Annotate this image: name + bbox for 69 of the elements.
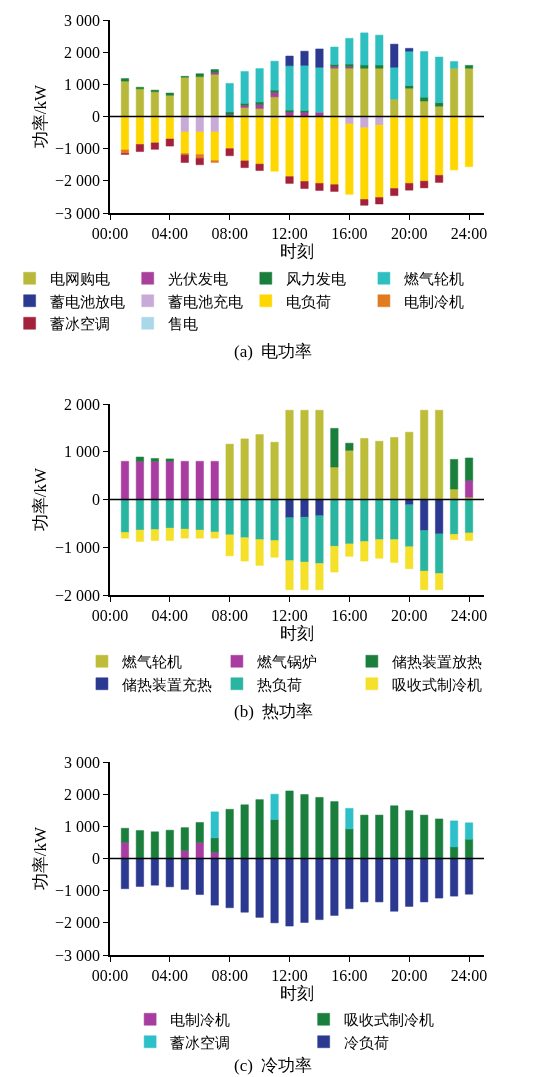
x-tick-label: 04:00 — [151, 606, 189, 624]
x-tick-label: 12:00 — [271, 606, 308, 624]
y-axis-title: 功率/kW — [31, 825, 51, 891]
text: (c) 冷功率 — [234, 1056, 313, 1075]
x-tick-label: 00:00 — [91, 966, 129, 984]
legend-label: 吸收式制冷机 — [343, 1012, 434, 1029]
legend-label: 电网购电 — [49, 271, 110, 288]
text: (a) 电功率 — [234, 342, 313, 361]
x-tick-label: 08:00 — [211, 606, 248, 624]
y-tick-label: −2 000 — [55, 172, 101, 190]
legend-label: 吸收式制冷机 — [391, 676, 482, 693]
x-tick-label: 00:00 — [91, 606, 129, 624]
y-tick-label: −3 000 — [55, 204, 101, 222]
y-tick-label: 2 000 — [64, 785, 101, 803]
x-tick-label: 20:00 — [390, 606, 428, 624]
y-tick-label: 1 000 — [64, 817, 101, 835]
y-tick-label: 0 — [92, 491, 101, 509]
legend-label: 蓄冰空调 — [170, 1034, 231, 1051]
legend-label: 燃气锅炉 — [256, 654, 317, 671]
x-axis-title: 时刻 — [280, 983, 314, 1003]
x-tick-label: 00:00 — [91, 224, 129, 242]
x-tick-label: 16:00 — [331, 224, 368, 242]
y-tick-label: −1 000 — [55, 140, 101, 158]
y-tick-label: 1 000 — [64, 443, 101, 461]
legend-label: 蓄电池充电 — [167, 293, 243, 310]
x-tick-label: 12:00 — [271, 224, 308, 242]
legend-label: 风力发电 — [285, 271, 346, 288]
legend-label: 冷负荷 — [343, 1034, 389, 1051]
text: (b) 热功率 — [234, 702, 314, 721]
y-tick-label: 2 000 — [64, 43, 101, 61]
y-tick-label: −2 000 — [55, 586, 101, 604]
x-tick-label: 16:00 — [331, 606, 368, 624]
x-tick-label: 04:00 — [151, 966, 189, 984]
y-tick-label: −3 000 — [55, 946, 101, 964]
x-tick-label: 08:00 — [211, 224, 248, 242]
y-tick-label: −2 000 — [55, 914, 101, 932]
legend-label: 蓄冰空调 — [49, 316, 110, 333]
y-tick-label: 1 000 — [64, 75, 101, 93]
x-tick-label: 24:00 — [450, 606, 488, 624]
legend-label: 燃气轮机 — [121, 654, 182, 671]
legend-label: 售电 — [167, 316, 198, 333]
y-tick-label: 2 000 — [64, 395, 101, 413]
legend-label: 电制冷机 — [170, 1012, 231, 1029]
y-tick-label: 3 000 — [64, 753, 101, 771]
x-tick-label: 04:00 — [151, 224, 189, 242]
legend-label: 储热装置充热 — [121, 676, 212, 693]
legend-label: 电制冷机 — [403, 293, 464, 310]
legend-label: 热负荷 — [256, 676, 302, 693]
y-axis-title: 功率/kW — [31, 83, 51, 149]
y-tick-label: −1 000 — [55, 882, 101, 900]
x-tick-label: 16:00 — [331, 966, 368, 984]
x-tick-label: 08:00 — [211, 966, 248, 984]
x-tick-label: 20:00 — [390, 966, 428, 984]
x-axis-title: 时刻 — [280, 241, 314, 261]
legend-label: 电负荷 — [285, 293, 331, 310]
x-tick-label: 20:00 — [390, 224, 428, 242]
y-tick-label: −1 000 — [55, 538, 101, 556]
x-tick-label: 12:00 — [271, 966, 308, 984]
legend-label: 光伏发电 — [167, 271, 228, 288]
y-tick-label: 3 000 — [64, 11, 101, 29]
legend-label: 储热装置放热 — [391, 654, 482, 671]
x-tick-label: 24:00 — [450, 966, 488, 984]
y-tick-label: 0 — [92, 850, 101, 868]
x-axis-title: 时刻 — [280, 623, 314, 643]
y-axis-title: 功率/kW — [31, 466, 51, 532]
y-tick-label: 0 — [92, 108, 101, 126]
legend-label: 燃气轮机 — [403, 271, 464, 288]
legend-label: 蓄电池放电 — [49, 293, 125, 310]
x-tick-label: 24:00 — [450, 224, 488, 242]
